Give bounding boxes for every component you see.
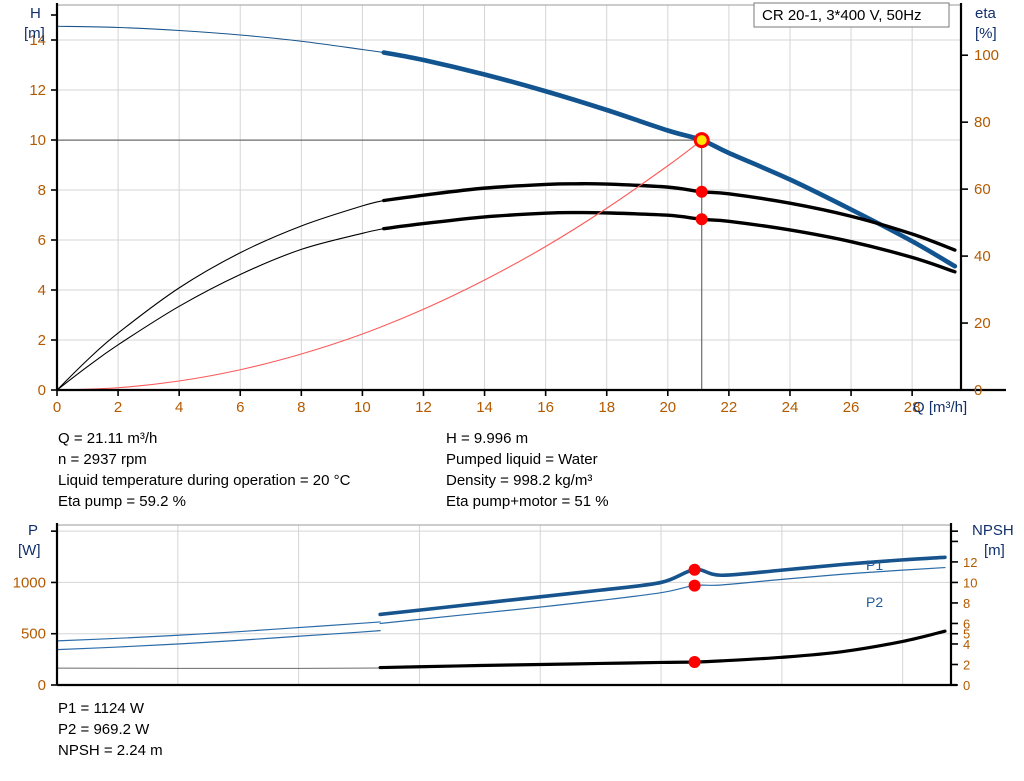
x-axis-tick-label: 18 <box>598 399 615 416</box>
x-axis-tick-label: 10 <box>354 399 371 416</box>
curve-system-resistance-curve-through-duty-point <box>56 139 703 391</box>
y-axis-tick-label: 6 <box>38 232 46 249</box>
y2-axis-tick-label: 2 <box>963 657 970 672</box>
y2-axis-tick-label: 60 <box>974 181 991 198</box>
y-axis-tick-label: 2 <box>38 332 46 349</box>
y2-axis-tick-label: 100 <box>974 47 999 64</box>
curve-p1 <box>378 555 947 617</box>
y-axis-tick-label: 0 <box>38 382 46 399</box>
y2-axis-tick-label: 8 <box>963 596 970 611</box>
y2-axis-tick-label: 20 <box>974 315 991 332</box>
bottom-y2-axis-title-line2: [m] <box>984 542 1005 559</box>
legend-label-p2: P2 <box>866 594 883 610</box>
legend-label-p1: P1 <box>866 557 883 573</box>
x-axis-tick-label: 26 <box>843 399 860 416</box>
top-chart-axes <box>51 3 1006 396</box>
bottom-chart-curves <box>56 555 947 670</box>
top-chart-curves <box>56 25 958 391</box>
x-axis-tick-label: 28 <box>904 399 921 416</box>
npsh-duty-point <box>688 656 701 669</box>
bottom-y2-axis-title-line1: NPSH <box>972 522 1014 539</box>
curve-eta-pump-extrapolated-min-flow-part <box>56 199 385 391</box>
x-axis-tick-label: 22 <box>721 399 738 416</box>
info-line: H = 9.996 m <box>446 430 529 447</box>
info-line: NPSH = 2.24 m <box>58 742 163 759</box>
operating-data-right: H = 9.996 m Pumped liquid = Water Densit… <box>446 428 866 512</box>
top-chart-duty-markers <box>693 132 710 226</box>
chart-title-box: CR 20-1, 3*400 V, 50Hz <box>753 2 950 28</box>
curve-h-head-duty-range <box>381 50 958 269</box>
y-axis-tick-label: 10 <box>29 132 46 149</box>
y2-axis-tick-label: 0 <box>963 678 970 693</box>
p1-duty-point <box>688 563 701 576</box>
top-y2-axis-title-line1: eta <box>975 5 997 22</box>
power-npsh-chart: 0 500 1000 0 2 456 8 10 12 P [W] NPSH [m] P1 P2 <box>13 522 1014 694</box>
p2-duty-point <box>688 579 701 592</box>
y2-axis-tick-label: 6 <box>963 616 970 631</box>
x-axis-tick-label: 14 <box>476 399 493 416</box>
curve-npsh <box>378 629 947 670</box>
operating-data-block: Q = 21.11 m³/h n = 2937 rpm Liquid tempe… <box>0 428 1024 516</box>
info-line: Eta pump+motor = 51 % <box>446 493 609 510</box>
y2-axis-tick-label: 12 <box>963 555 977 570</box>
x-axis-tick-label: 12 <box>415 399 432 416</box>
info-line: Q = 21.11 m³/h <box>58 430 158 447</box>
y2-axis-tick-label: 10 <box>963 575 977 590</box>
chart-title-text: CR 20-1, 3*400 V, 50Hz <box>762 7 922 24</box>
y2-axis-tick-label: 40 <box>974 248 991 265</box>
curve-p1-extrapolated-min-flow-part <box>56 621 381 642</box>
y-axis-tick-label: 14 <box>29 32 46 49</box>
curve-eta-pump-motor <box>382 210 957 274</box>
y2-axis-tick-label: 5 <box>963 627 970 642</box>
x-axis-tick-label: 6 <box>236 399 244 416</box>
info-line: n = 2937 rpm <box>58 451 147 468</box>
top-y-axis-title-line2: [m] <box>24 25 45 42</box>
curve-eta-pump <box>382 182 957 252</box>
x-axis-tick-label: 24 <box>782 399 799 416</box>
curve-p2-extrapolated-min-flow-part <box>56 630 381 651</box>
info-line: P2 = 969.2 W <box>58 721 150 738</box>
bottom-chart-gridlines <box>57 524 951 686</box>
y2-axis-tick-label: 80 <box>974 114 991 131</box>
y-axis-tick-label: 1000 <box>13 574 46 591</box>
info-line: P1 = 1124 W <box>58 700 145 717</box>
bottom-chart-axes <box>51 523 958 687</box>
x-axis-tick-label: 0 <box>53 399 61 416</box>
curve-p2 <box>379 566 946 625</box>
y-axis-tick-label: 8 <box>38 182 46 199</box>
top-x-axis-title: Q [m³/h] <box>913 399 967 416</box>
y-axis-tick-label: 0 <box>38 677 46 694</box>
bottom-chart-duty-markers <box>688 563 701 669</box>
info-line: Density = 998.2 kg/m³ <box>446 472 593 489</box>
info-line: Liquid temperature during operation = 20… <box>58 472 351 489</box>
x-axis-tick-label: 20 <box>659 399 676 416</box>
y-axis-tick-label: 4 <box>38 282 46 299</box>
top-y2-axis-title-line2: [%] <box>975 25 997 42</box>
bottom-y-axis-title-line2: [W] <box>18 542 41 559</box>
power-data-block: P1 = 1124 W P2 = 969.2 W NPSH = 2.24 m <box>58 698 458 761</box>
duty-point <box>696 135 707 146</box>
y-axis-tick-label: 500 <box>21 626 46 643</box>
y2-axis-tick-label: 0 <box>974 382 982 399</box>
info-line: Pumped liquid = Water <box>446 451 598 468</box>
operating-data-left: Q = 21.11 m³/h n = 2937 rpm Liquid tempe… <box>58 428 448 512</box>
curve-eta-pump-motor-extrapolated-min-flow-part <box>56 228 385 391</box>
info-line: Eta pump = 59.2 % <box>58 493 186 510</box>
x-axis-tick-label: 2 <box>114 399 122 416</box>
eta-pump-point <box>695 185 708 198</box>
bottom-chart-tick-labels: 0 500 1000 0 2 456 8 10 12 <box>13 555 978 694</box>
y-axis-tick-label: 12 <box>29 82 46 99</box>
x-axis-tick-label: 8 <box>297 399 305 416</box>
x-axis-tick-label: 16 <box>537 399 554 416</box>
curve-h-head-extrapolated-min-flow-part <box>56 25 385 54</box>
y2-axis-tick-label: 4 <box>963 637 970 652</box>
x-axis-tick-label: 4 <box>175 399 183 416</box>
bottom-y-axis-title-line1: P <box>28 522 38 539</box>
eta-pump-motor-point <box>695 213 708 226</box>
top-y-axis-title-line1: H <box>30 5 41 22</box>
